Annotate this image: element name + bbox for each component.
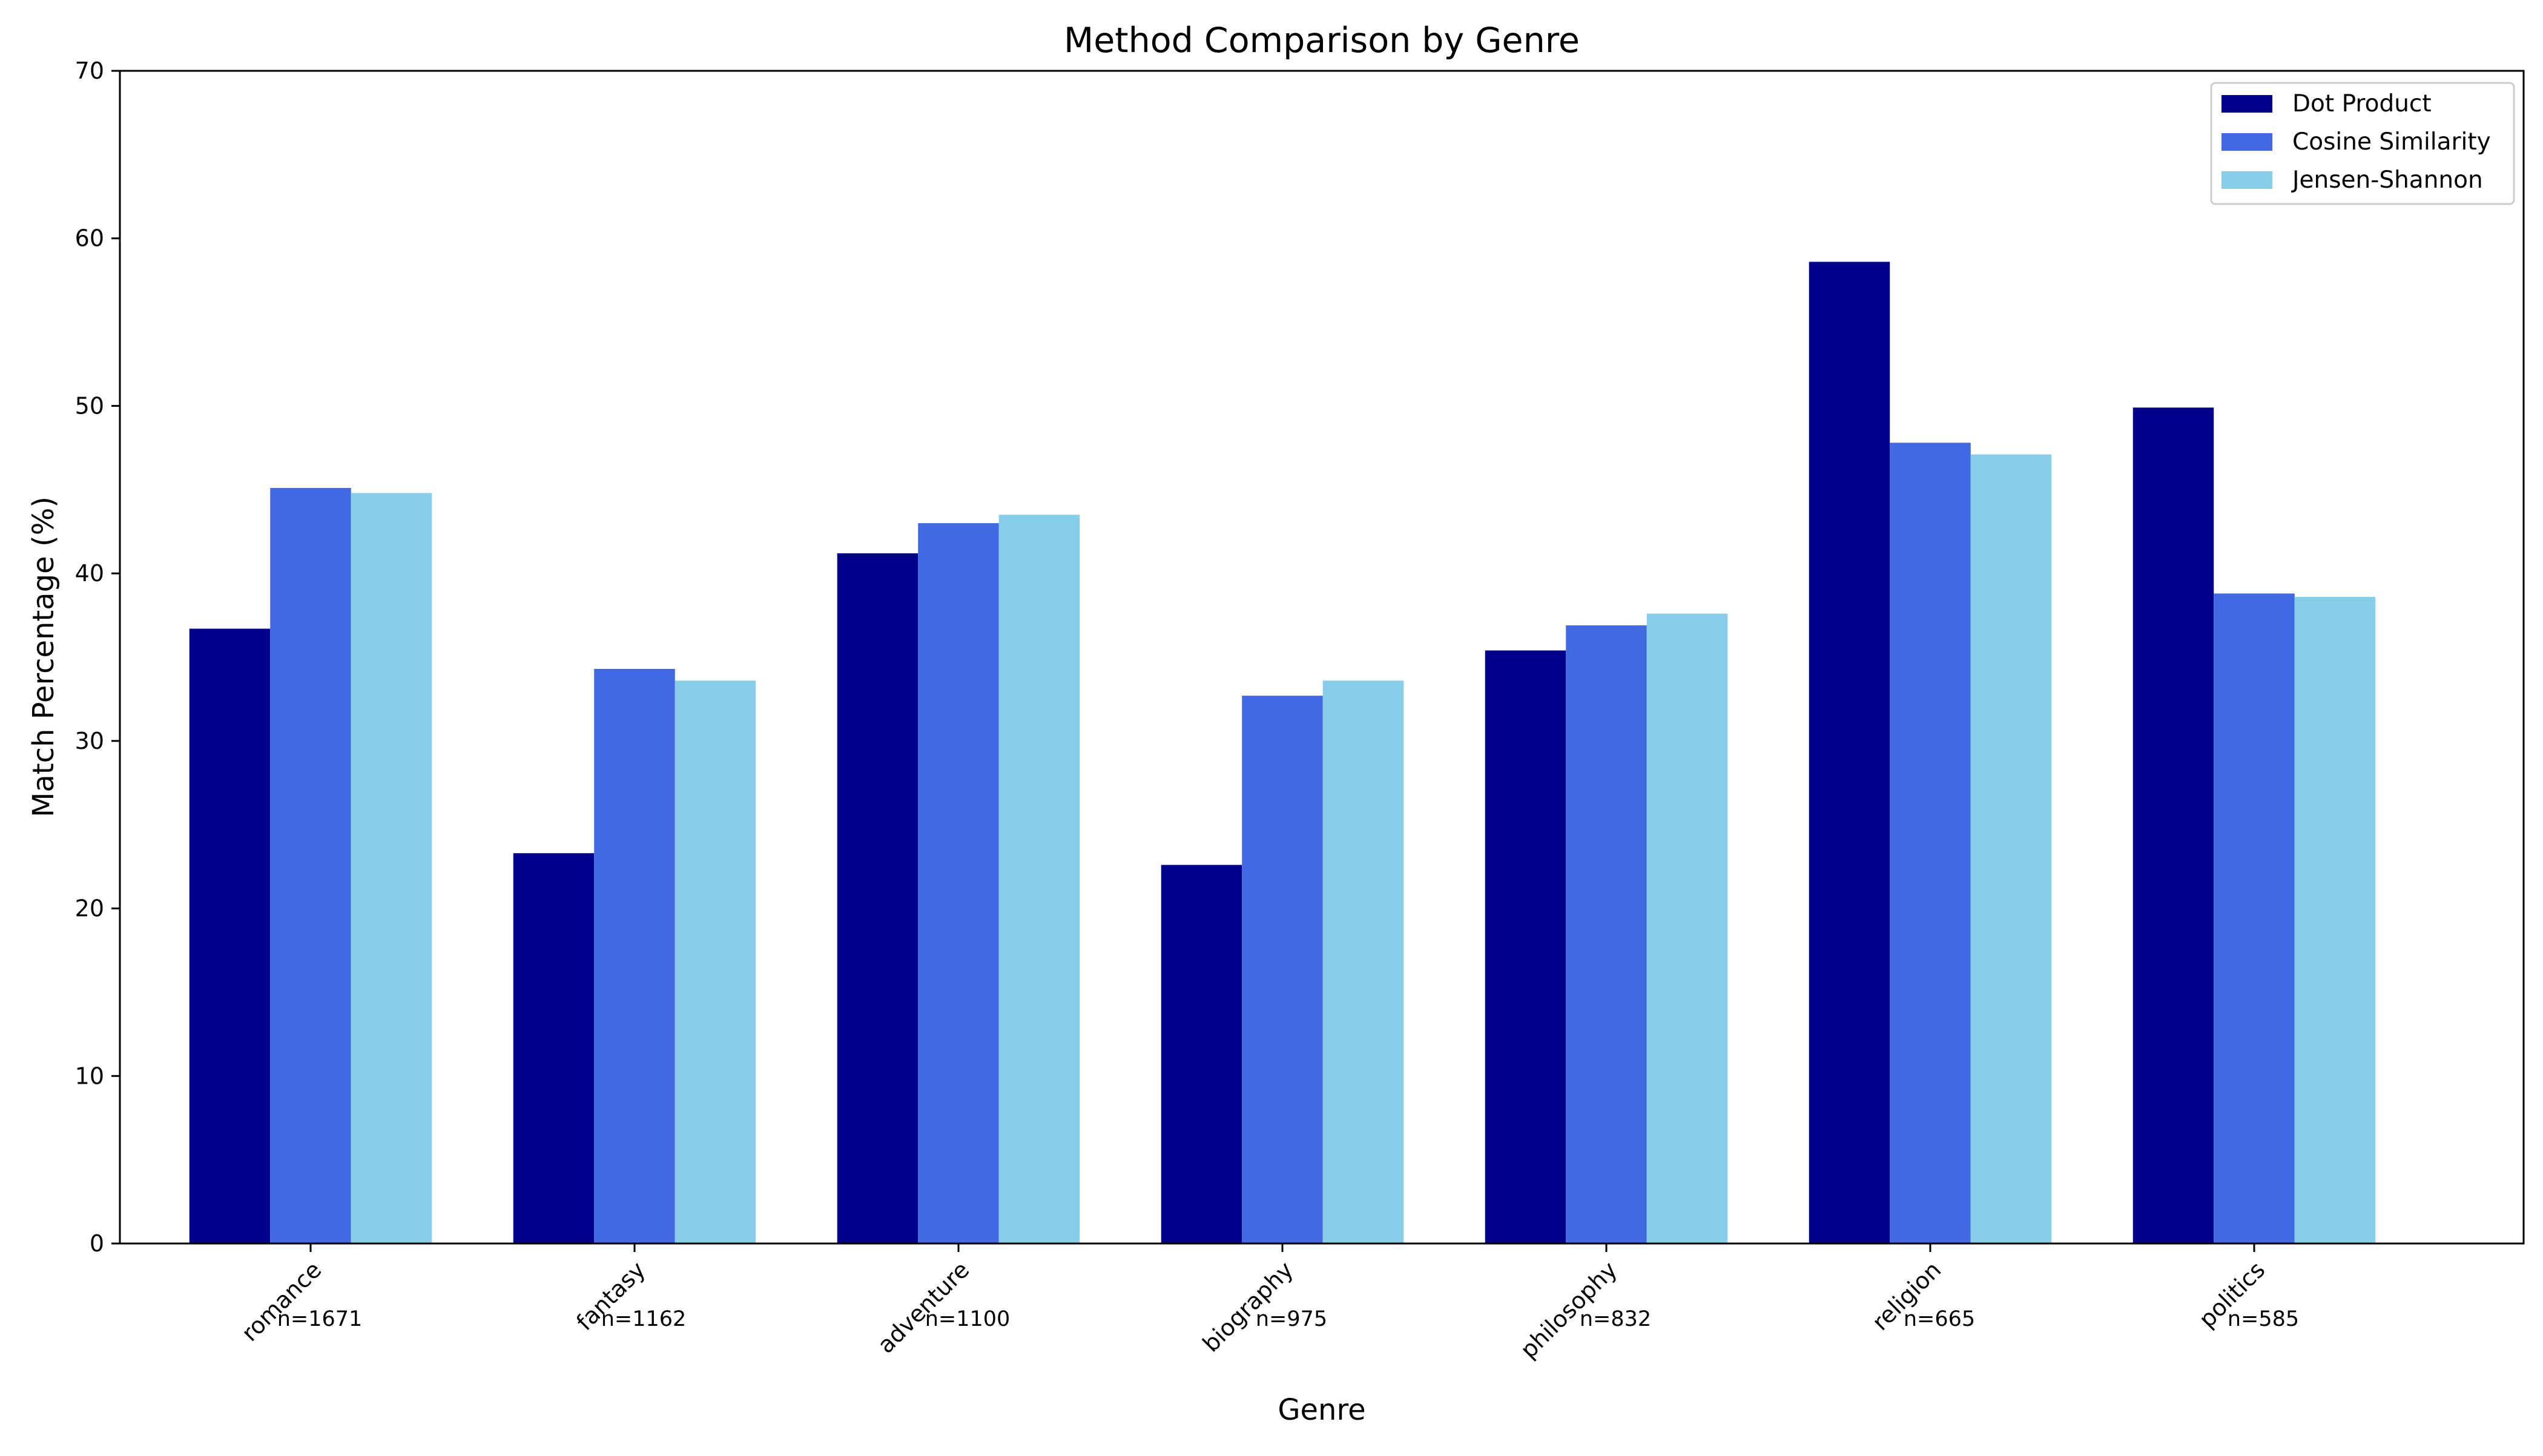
plot-frame (119, 70, 2525, 1245)
sample-size-label-politics: n=585 (2228, 1307, 2299, 1331)
legend-label-dot-product: Dot Product (2292, 90, 2432, 117)
sample-size-label-biography: n=975 (1256, 1307, 1327, 1331)
sample-size-label-philosophy: n=832 (1580, 1307, 1651, 1331)
bar-cosine-similarity-politics (2214, 593, 2295, 1244)
sample-size-label-romance: n=1671 (277, 1307, 363, 1331)
bar-dot-product-religion (1809, 262, 1890, 1244)
sample-size-label-fantasy: n=1162 (601, 1307, 687, 1331)
y-tick-label: 0 (90, 1230, 104, 1257)
sample-size-label-adventure: n=1100 (925, 1307, 1011, 1331)
bar-dot-product-biography (1161, 865, 1242, 1244)
bar-jensen-shannon-adventure (998, 515, 1080, 1244)
bar-jensen-shannon-politics (2294, 596, 2376, 1244)
bar-dot-product-adventure (837, 553, 919, 1244)
bar-cosine-similarity-romance (270, 488, 351, 1244)
bar-cosine-similarity-biography (1242, 696, 1323, 1244)
bar-dot-product-fantasy (513, 853, 595, 1244)
legend-label-jensen-shannon: Jensen-Shannon (2291, 166, 2483, 194)
bar-jensen-shannon-philosophy (1646, 613, 1728, 1244)
bar-dot-product-politics (2132, 407, 2214, 1244)
legend-swatch-dot-product (2221, 95, 2272, 113)
bar-jensen-shannon-fantasy (675, 680, 756, 1244)
bar-jensen-shannon-religion (1970, 454, 2052, 1244)
x-axis-label: Genre (1278, 1393, 1365, 1427)
y-axis-label: Match Percentage (%) (27, 496, 61, 817)
sample-size-label-religion: n=665 (1904, 1307, 1975, 1331)
legend-swatch-cosine-similarity (2221, 133, 2272, 151)
legend-label-cosine-similarity: Cosine Similarity (2292, 128, 2491, 156)
bar-cosine-similarity-adventure (918, 523, 999, 1244)
legend: Dot Product Cosine Similarity Jensen-Shann… (2210, 82, 2515, 205)
bar-cosine-similarity-religion (1890, 443, 1971, 1244)
chart-title: Method Comparison by Genre (1064, 21, 1580, 61)
bars-layer (189, 262, 2376, 1244)
bar-dot-product-philosophy (1485, 650, 1566, 1244)
bar-dot-product-romance (189, 628, 271, 1244)
y-tick-label: 30 (75, 728, 104, 754)
legend-swatch-jensen-shannon (2221, 171, 2272, 189)
y-tick-label: 20 (75, 895, 104, 922)
bar-jensen-shannon-biography (1322, 680, 1404, 1244)
y-tick-label: 70 (75, 58, 104, 84)
y-tick-label: 60 (75, 225, 104, 252)
y-tick-label: 50 (75, 392, 104, 419)
bar-jensen-shannon-romance (351, 493, 432, 1244)
legend-box (2210, 82, 2515, 205)
y-tick-label: 10 (75, 1062, 104, 1089)
y-tick-label: 40 (75, 560, 104, 587)
bar-cosine-similarity-philosophy (1566, 625, 1647, 1244)
bar-cosine-similarity-fantasy (594, 668, 675, 1244)
